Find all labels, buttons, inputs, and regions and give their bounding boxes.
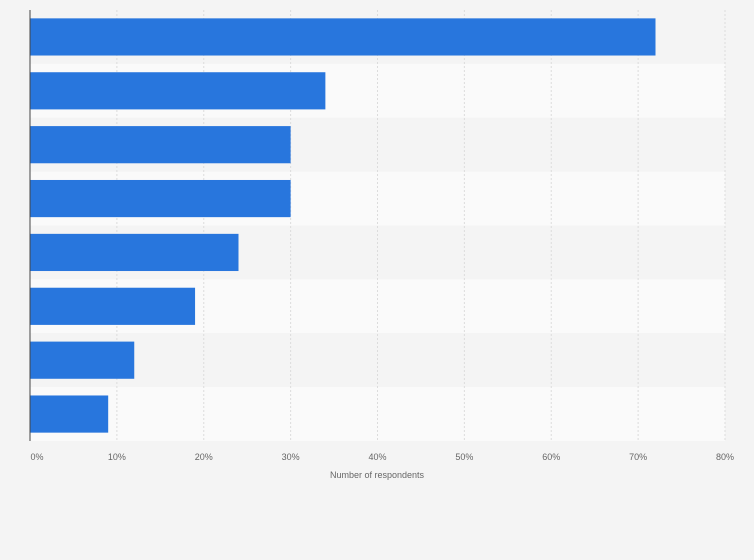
- bar[interactable]: [30, 287, 196, 325]
- x-tick-label: 10%: [108, 452, 126, 462]
- x-tick-label: 0%: [30, 452, 43, 462]
- x-tick-label: 70%: [629, 452, 647, 462]
- x-tick-label: 80%: [716, 452, 734, 462]
- x-axis-title: Number of respondents: [330, 470, 425, 480]
- bar[interactable]: [30, 341, 135, 379]
- bar[interactable]: [30, 72, 326, 110]
- bar[interactable]: [30, 395, 109, 433]
- bar[interactable]: [30, 179, 291, 218]
- x-tick-label: 60%: [542, 452, 560, 462]
- bar[interactable]: [30, 126, 291, 164]
- x-tick-label: 50%: [455, 452, 473, 462]
- bar[interactable]: [30, 18, 656, 56]
- bar[interactable]: [30, 233, 239, 272]
- x-tick-label: 20%: [195, 452, 213, 462]
- x-tick-label: 40%: [368, 452, 386, 462]
- x-tick-label: 30%: [282, 452, 300, 462]
